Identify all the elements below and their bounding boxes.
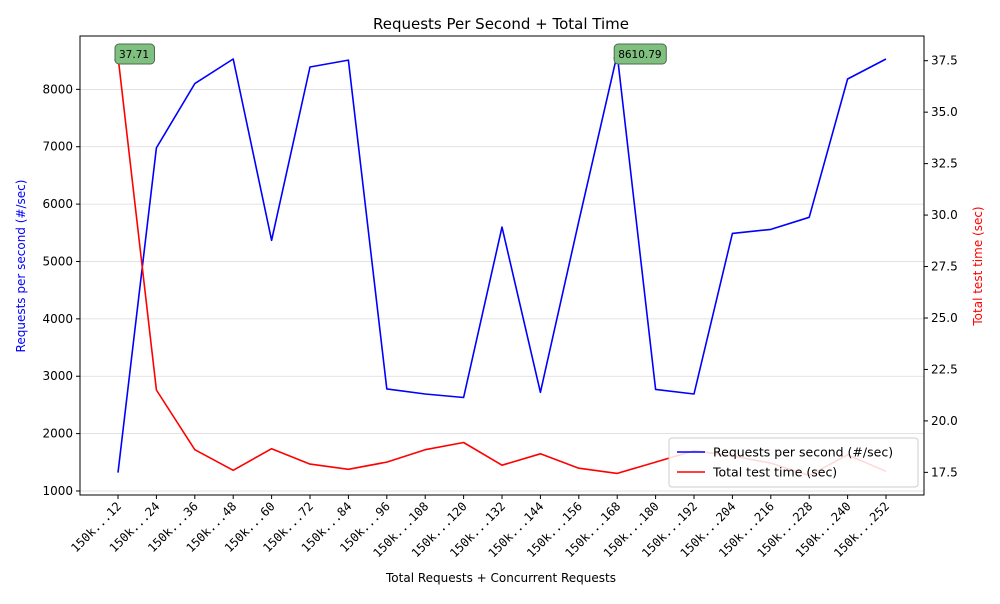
y-left-tick-label-0: 1000	[42, 484, 73, 498]
annotation-box-1	[613, 43, 667, 65]
annotation-box-0	[114, 43, 155, 65]
y-right-tick-label-6: 32.5	[931, 157, 958, 171]
y-axis-label-right: Total test time (sec)	[971, 206, 985, 326]
y-right-tick-label-5: 30.0	[931, 208, 958, 222]
annotation-layer: 37.71 8610.79	[114, 43, 667, 65]
y-left-tick-label-4: 5000	[42, 254, 73, 268]
plot-frame	[79, 35, 925, 496]
legend-label-0: Requests per second (#/sec)	[713, 445, 893, 460]
series-layer	[117, 53, 887, 477]
y-left-tick-label-6: 7000	[42, 140, 73, 154]
grid-layer	[80, 88, 924, 492]
y-left-tick-label-3: 4000	[42, 312, 73, 326]
chart-title: Requests Per Second + Total Time	[373, 15, 629, 33]
series-line-1	[117, 56, 887, 477]
y-left-tick-label-2: 3000	[42, 369, 73, 383]
y-left-tick-label-5: 6000	[42, 197, 73, 211]
legend-box	[668, 437, 919, 488]
y-left-tick-label-1: 2000	[42, 427, 73, 441]
y-right-tick-label-0: 17.5	[931, 465, 958, 479]
y-right-tick-label-4: 27.5	[931, 260, 958, 274]
y-axis-label-left: Requests per second (#/sec)	[14, 180, 28, 353]
y-right-tick-label-7: 35.0	[931, 105, 958, 119]
y-left-tick-label-7: 8000	[42, 82, 73, 96]
x-axis-label: Total Requests + Concurrent Requests	[385, 571, 616, 585]
y-right-tick-label-3: 25.0	[931, 311, 958, 325]
legend-label-1: Total test time (sec)	[712, 465, 837, 480]
legend: Requests per second (#/sec) Total test ti…	[668, 437, 919, 488]
y-right-tick-label-1: 20.0	[931, 414, 958, 428]
y-right-tick-label-2: 22.5	[931, 362, 958, 376]
annotation-label-0: 37.71	[119, 49, 149, 61]
y-right-tick-label-8: 37.5	[931, 54, 958, 68]
annotation-label-1: 8610.79	[618, 49, 661, 61]
series-line-0	[117, 53, 887, 473]
